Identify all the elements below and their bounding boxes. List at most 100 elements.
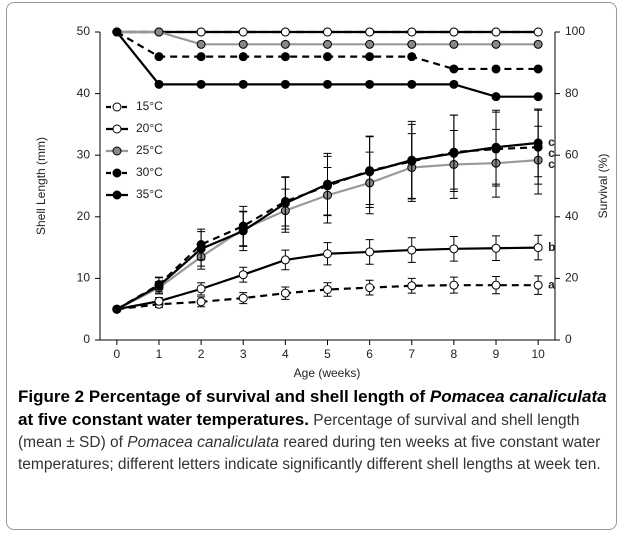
survival-marker	[238, 39, 248, 49]
y-label: Shell Length (mm)	[34, 137, 48, 235]
survival-marker	[407, 39, 417, 49]
length-marker	[449, 280, 459, 290]
length-marker	[491, 142, 501, 152]
length-marker	[154, 296, 164, 306]
survival-marker	[533, 39, 543, 49]
y2-tick-label: 40	[565, 209, 579, 223]
length-marker	[365, 247, 375, 257]
significance-letter: c	[548, 135, 555, 149]
caption-label: Figure 2	[18, 387, 85, 406]
x-tick-label: 0	[114, 347, 121, 361]
survival-marker	[407, 79, 417, 89]
x-tick-label: 7	[408, 347, 415, 361]
survival-marker	[449, 27, 459, 37]
legend-marker	[112, 102, 122, 112]
survival-marker	[323, 39, 332, 49]
survival-marker	[365, 52, 375, 62]
survival-marker	[154, 52, 164, 62]
y-tick-label: 10	[77, 271, 91, 285]
survival-marker	[407, 27, 417, 37]
survival-marker	[407, 52, 417, 62]
survival-marker	[449, 64, 459, 74]
legend-label: 15°C	[136, 99, 163, 113]
y-tick-label: 30	[77, 147, 91, 161]
length-marker	[112, 304, 122, 314]
survival-marker	[154, 27, 164, 37]
y2-tick-label: 100	[565, 24, 585, 38]
legend-marker	[112, 146, 122, 156]
caption: Figure 2 Percentage of survival and shel…	[18, 386, 614, 476]
length-marker	[238, 226, 248, 236]
frame	[6, 2, 617, 530]
survival-marker	[491, 92, 501, 102]
survival-marker	[365, 27, 375, 37]
caption-text: reared during ten weeks at five constant…	[18, 434, 601, 473]
legend-marker	[112, 168, 122, 178]
length-marker	[491, 243, 501, 253]
x-tick-label: 1	[156, 347, 163, 361]
y-tick-label: 0	[83, 332, 90, 346]
survival-marker	[196, 27, 206, 37]
y-tick-label: 20	[77, 209, 91, 223]
length-marker	[323, 249, 332, 259]
length-marker	[365, 167, 375, 177]
length-marker	[154, 281, 164, 291]
x-tick-label: 5	[324, 347, 331, 361]
legend-label: 30°C	[136, 165, 163, 179]
x-tick-label: 4	[282, 347, 289, 361]
survival-marker	[323, 79, 332, 89]
length-marker	[280, 288, 290, 298]
species: Pomacea canaliculata	[127, 434, 279, 451]
length-marker	[365, 283, 375, 293]
survival-marker	[196, 39, 206, 49]
length-marker	[280, 198, 290, 208]
length-line	[116, 284, 539, 311]
survival-marker	[154, 79, 164, 89]
caption-title: at five constant water temperatures.	[18, 410, 309, 429]
survival-marker	[323, 52, 332, 62]
length-marker	[280, 255, 290, 265]
survival-marker	[238, 27, 248, 37]
x-tick-label: 10	[531, 347, 545, 361]
survival-marker	[112, 27, 122, 37]
length-marker	[449, 244, 459, 254]
survival-marker	[196, 52, 206, 62]
survival-marker	[238, 52, 248, 62]
chart: Age (weeks) Shell Length (mm) Survival (…	[34, 24, 610, 380]
survival-marker	[323, 27, 332, 37]
length-marker	[533, 280, 543, 290]
survival-marker	[280, 27, 290, 37]
y2-label: Survival (%)	[596, 154, 610, 219]
length-marker	[323, 284, 332, 294]
survival-marker	[280, 52, 290, 62]
length-marker	[323, 179, 332, 189]
length-marker	[196, 297, 206, 307]
x-tick-label: 2	[198, 347, 205, 361]
y2-tick-label: 0	[565, 332, 572, 346]
legend-label: 20°C	[136, 121, 163, 135]
legend-marker	[112, 124, 122, 134]
legend-label: 25°C	[136, 143, 163, 157]
survival-marker	[365, 39, 375, 49]
survival-marker	[238, 79, 248, 89]
legend-label: 35°C	[136, 187, 163, 201]
significance-letter: c	[548, 157, 555, 171]
y-tick-label: 40	[77, 86, 91, 100]
survival-marker	[449, 39, 459, 49]
survival-marker	[449, 79, 459, 89]
survival-marker	[196, 79, 206, 89]
species: Pomacea canaliculata	[429, 387, 607, 406]
y2-tick-label: 20	[565, 271, 579, 285]
caption-title: Percentage of survival and shell length …	[84, 387, 430, 406]
length-marker	[407, 155, 417, 165]
length-marker	[407, 245, 417, 255]
length-marker	[533, 138, 543, 148]
length-marker	[491, 280, 501, 290]
survival-marker	[491, 64, 501, 74]
length-marker	[196, 284, 206, 294]
survival-marker	[365, 79, 375, 89]
survival-marker	[533, 92, 543, 102]
y-tick-label: 50	[77, 24, 91, 38]
survival-marker	[533, 27, 543, 37]
